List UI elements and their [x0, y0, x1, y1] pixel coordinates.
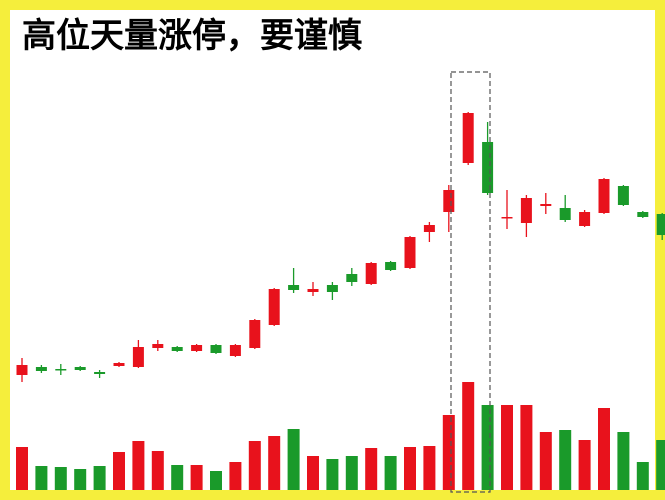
candle-body — [35, 367, 47, 371]
volume-bar — [598, 408, 610, 490]
candle-body — [268, 289, 280, 325]
volume-bar — [113, 452, 125, 490]
candle-body — [326, 285, 338, 292]
volume-bar — [404, 447, 416, 490]
candle-body — [385, 262, 397, 270]
volume-bar — [54, 467, 67, 490]
candle-body — [152, 344, 164, 348]
volume-bar — [636, 462, 649, 490]
candle-body — [423, 225, 435, 232]
volume-bar — [248, 441, 261, 490]
volume-bar — [345, 456, 358, 490]
volume-bar — [656, 440, 665, 490]
candle-body — [288, 285, 300, 290]
candle-body — [210, 345, 222, 353]
candle-body — [113, 363, 125, 366]
candle-body — [229, 345, 241, 356]
candle-body — [404, 237, 416, 268]
volume-bar — [287, 429, 300, 490]
volume-bar — [384, 456, 397, 490]
candle-body — [132, 347, 144, 367]
candle-body — [443, 190, 455, 212]
volume-bar — [326, 459, 339, 490]
candle-body — [74, 367, 86, 370]
volume-bar — [210, 471, 222, 490]
candle-body — [55, 369, 67, 371]
candle-body — [249, 320, 261, 348]
volume-bar — [171, 465, 184, 490]
volume-bar — [462, 382, 475, 490]
candle-body — [16, 365, 28, 375]
volume-bar — [365, 448, 378, 490]
volume-bar — [268, 436, 281, 490]
candle-body — [94, 372, 106, 374]
volume-bar — [307, 456, 319, 490]
candle-body — [520, 198, 532, 223]
volume-bar — [35, 466, 48, 490]
volume-bar — [539, 432, 552, 490]
volume-bar — [132, 441, 145, 490]
candle-body — [307, 289, 319, 292]
volume-bar — [481, 405, 494, 490]
chart-title: 高位天量涨停，要谨慎 — [22, 16, 362, 56]
candle-body — [346, 274, 358, 282]
volume-bar — [229, 462, 242, 490]
candle-body — [656, 214, 665, 235]
volume-bar — [520, 405, 533, 490]
volume-bar — [501, 405, 513, 490]
highlight-box — [450, 71, 491, 493]
candle-body — [540, 204, 552, 206]
volume-bar — [16, 447, 28, 490]
candle-body — [559, 208, 571, 220]
candle-body — [579, 212, 591, 226]
candle-body — [501, 217, 513, 219]
volume-bar — [559, 430, 572, 490]
candle-body — [462, 113, 474, 163]
volume-bar — [423, 446, 436, 490]
volume-bar — [151, 451, 164, 490]
candle-body — [598, 179, 610, 213]
candle-body — [637, 212, 649, 217]
candle-body — [191, 345, 203, 351]
volume-bar — [442, 415, 455, 490]
candle-body — [365, 263, 377, 284]
volume-bar — [74, 469, 87, 490]
candle-body — [482, 142, 494, 193]
volume-bar — [93, 466, 106, 490]
candle-body — [617, 186, 629, 205]
volume-bar — [617, 432, 630, 490]
volume-bar — [578, 440, 591, 490]
candle-body — [171, 347, 183, 351]
volume-bar — [190, 465, 203, 490]
